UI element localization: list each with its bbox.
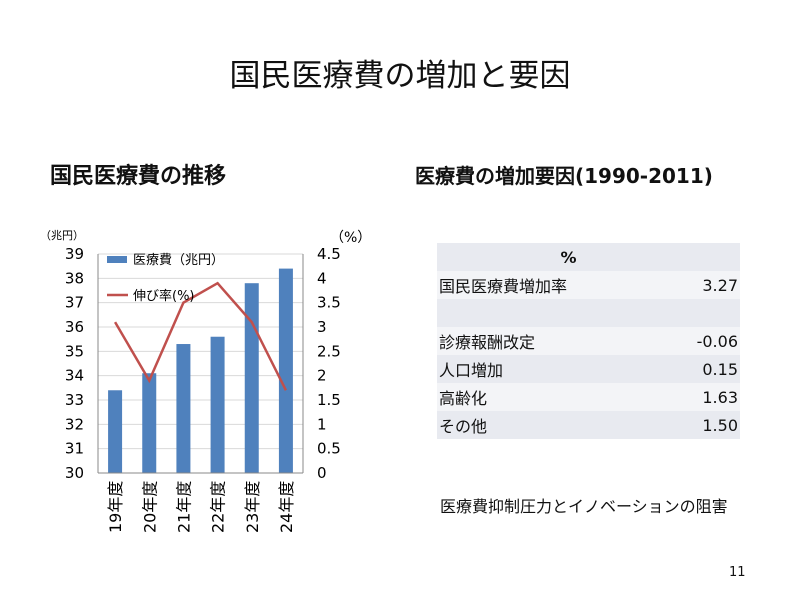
table-row-value: 1.63: [662, 383, 740, 411]
y-right-tick-label: 3.5: [317, 294, 341, 312]
table-row: 人口増加 0.15: [437, 355, 740, 383]
y-left-tick-label: 33: [65, 391, 84, 409]
y-left-tick-label: 38: [65, 269, 84, 287]
y-left-axis-unit: （兆円）: [40, 229, 84, 242]
y-right-tick-label: 4: [317, 269, 327, 287]
page-number: 11: [729, 565, 746, 580]
table-row: [437, 299, 740, 327]
y-right-tick-label: 2: [317, 367, 327, 385]
table-row-value: 0.15: [662, 355, 740, 383]
x-tick-label: 20年度: [140, 481, 159, 533]
y-left-tick-label: 35: [65, 342, 84, 360]
table-row-value: [662, 299, 740, 327]
table-row-label: 人口増加: [437, 355, 663, 383]
cost-factor-table: % 国民医療費増加率 3.27 診療報酬改定 -0.06 人口増加 0.15 高…: [437, 243, 740, 439]
legend-bar-swatch: [107, 256, 127, 263]
y-right-tick-label: 3: [317, 318, 327, 336]
medical-cost-chart: 30 31 32 33 34 35 36 37 38 39 0 0.5 1 1.5 2 2.5 3 3.5 4 4.5…: [0, 220, 400, 580]
bar: [176, 344, 191, 473]
table-row-label: 診療報酬改定: [437, 327, 663, 355]
chart-subtitle: 国民医療費の推移: [50, 164, 227, 189]
x-tick-label: 19年度: [106, 481, 125, 533]
x-tick-label: 24年度: [277, 481, 296, 533]
y-right-tick-label: 0.5: [317, 440, 341, 458]
legend-label: 医療費（兆円）: [133, 253, 224, 268]
y-right-tick-label: 1: [317, 415, 327, 433]
table-row-label: 高齢化: [437, 383, 663, 411]
bar: [142, 373, 157, 473]
table-row: 診療報酬改定 -0.06: [437, 327, 740, 355]
y-right-tick-label: 1.5: [317, 391, 341, 409]
y-right-tick-label: 2.5: [317, 342, 341, 360]
y-right-tick-label: 4.5: [317, 245, 341, 263]
table-row-value: 3.27: [662, 271, 740, 299]
table-row: 国民医療費増加率 3.27: [437, 271, 740, 299]
y-right-tick-label: 0: [317, 464, 327, 482]
table-row-label: 国民医療費増加率: [437, 271, 663, 299]
cost-pressure-note: 医療費抑制圧力とイノベーションの阻害: [440, 497, 728, 516]
y-left-tick-label: 31: [65, 440, 84, 458]
x-tick-label: 23年度: [243, 481, 262, 533]
table-row-label: その他: [437, 411, 663, 439]
table-row-label: [437, 299, 663, 327]
table-row: 高齢化 1.63: [437, 383, 740, 411]
y-left-tick-label: 32: [65, 415, 84, 433]
table-header-row: %: [437, 243, 740, 271]
bar: [108, 390, 123, 473]
table-row: その他 1.50: [437, 411, 740, 439]
slide-title: 国民医療費の増加と要因: [229, 58, 571, 94]
table-subtitle: 医療費の増加要因(1990-2011): [415, 164, 713, 188]
y-left-tick-label: 37: [65, 294, 84, 312]
growth-rate-line: [114, 281, 288, 391]
x-tick-label: 21年度: [174, 481, 193, 533]
bar: [244, 283, 259, 473]
bar: [278, 268, 293, 473]
y-left-tick-label: 39: [65, 245, 84, 263]
table-row-value: -0.06: [662, 327, 740, 355]
table-row-value: 1.50: [662, 411, 740, 439]
y-left-tick-label: 30: [65, 464, 84, 482]
bar: [210, 336, 225, 473]
y-right-axis-unit: （%）: [330, 230, 371, 246]
x-tick-label: 22年度: [209, 481, 228, 533]
y-left-tick-label: 36: [65, 318, 84, 336]
y-left-tick-label: 34: [65, 367, 84, 385]
legend-label: 伸び率(%): [133, 288, 195, 304]
table-header-percent: %: [474, 243, 663, 271]
